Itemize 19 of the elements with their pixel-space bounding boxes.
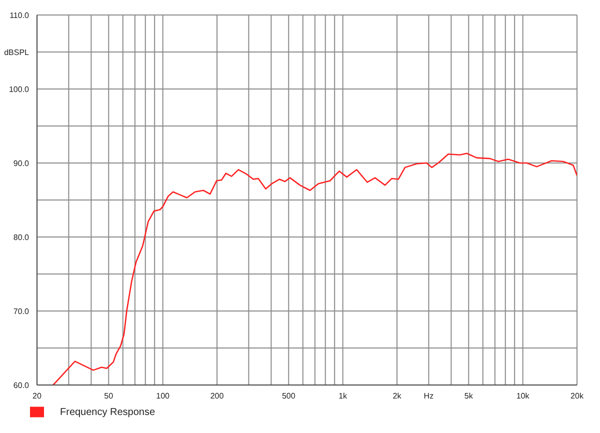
x-tick-label: 5k — [464, 392, 474, 401]
x-tick-label: 1k — [338, 392, 348, 401]
y-tick-label: 90.0 — [13, 158, 30, 168]
x-tick-label: 100 — [156, 392, 170, 401]
x-tick-label: 500 — [282, 392, 296, 401]
x-tick-label: 20k — [570, 392, 584, 401]
x-tick-label: 10k — [516, 392, 530, 401]
y-tick-label: 110.0 — [10, 10, 30, 20]
y-tick-label: 80.0 — [13, 232, 30, 242]
x-tick-label: Hz — [424, 392, 434, 401]
x-tick-label: 200 — [210, 392, 224, 401]
x-tick-label: 20 — [32, 392, 42, 401]
y-tick-label: 60.0 — [13, 380, 30, 390]
y-tick-label: dBSPL — [4, 48, 30, 57]
x-tick-label: 50 — [104, 392, 114, 401]
x-tick-label: 2k — [392, 392, 402, 401]
y-tick-label: 100.0 — [8, 84, 30, 94]
y-tick-label: 70.0 — [13, 306, 30, 316]
legend-label: Frequency Response — [60, 406, 156, 418]
